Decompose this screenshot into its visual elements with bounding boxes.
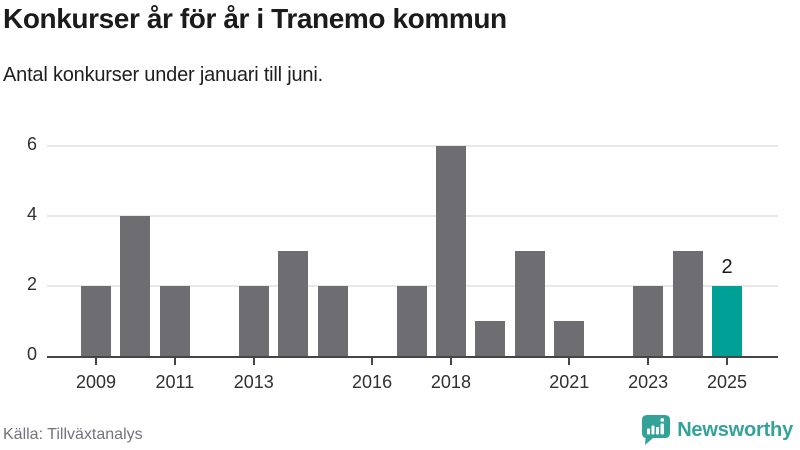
x-tick-label-2009: 2009 [75, 372, 117, 392]
bar-2014 [278, 251, 309, 356]
bar-2023 [633, 286, 664, 356]
x-tick-label-2023: 2023 [628, 372, 669, 392]
chart-subtitle: Antal konkurser under januari till juni. [3, 64, 323, 86]
newsworthy-logo-text: Newsworthy [677, 418, 793, 441]
newsworthy-logo: Newsworthy [642, 415, 793, 445]
gridline-y6 [47, 145, 778, 147]
bar-2017 [396, 286, 427, 356]
gridline-y4 [47, 215, 778, 217]
x-tick-2011 [173, 358, 176, 365]
bar-2024 [672, 251, 703, 356]
x-tick-2009 [95, 358, 97, 365]
bar-2013 [238, 286, 269, 356]
bar-2021 [554, 321, 585, 356]
x-tick-label-2016: 2016 [352, 372, 393, 392]
x-tick-label-2011: 2011 [155, 372, 195, 392]
bar-2025 [712, 286, 742, 356]
data-label-2025: 2 [721, 256, 733, 278]
plot-area: 0 2 4 6 2 2009 2011 2013 2016 2018 2021 2023 2025 [27, 134, 778, 392]
y-tick-label-0: 0 [26, 344, 37, 364]
bar-2011 [159, 286, 190, 356]
x-tick-2021 [568, 358, 571, 365]
x-tick-2025 [726, 358, 728, 365]
x-tick-2023 [647, 358, 650, 365]
x-tick-2013 [252, 358, 255, 365]
bar-2019 [475, 321, 506, 356]
chart-title: Konkurser år för år i Tranemo kommun [3, 3, 507, 34]
x-tick-label-2025: 2025 [706, 372, 748, 392]
y-tick-label-2: 2 [26, 274, 37, 294]
x-tick-2018 [449, 358, 452, 365]
bar-2018 [435, 146, 466, 356]
bar-2020 [514, 251, 545, 356]
newsworthy-logo-icon [642, 415, 671, 445]
x-tick-2016 [371, 358, 374, 365]
bar-2010 [120, 216, 151, 356]
bar-2015 [317, 286, 348, 356]
bar-2009 [81, 286, 111, 356]
x-tick-label-2021: 2021 [549, 372, 590, 392]
y-tick-label-6: 6 [26, 134, 37, 154]
x-tick-label-2018: 2018 [430, 372, 471, 392]
source-note: Källa: Tillväxtanalys [3, 426, 143, 443]
x-tick-label-2013: 2013 [233, 372, 274, 392]
y-tick-label-4: 4 [26, 204, 37, 224]
